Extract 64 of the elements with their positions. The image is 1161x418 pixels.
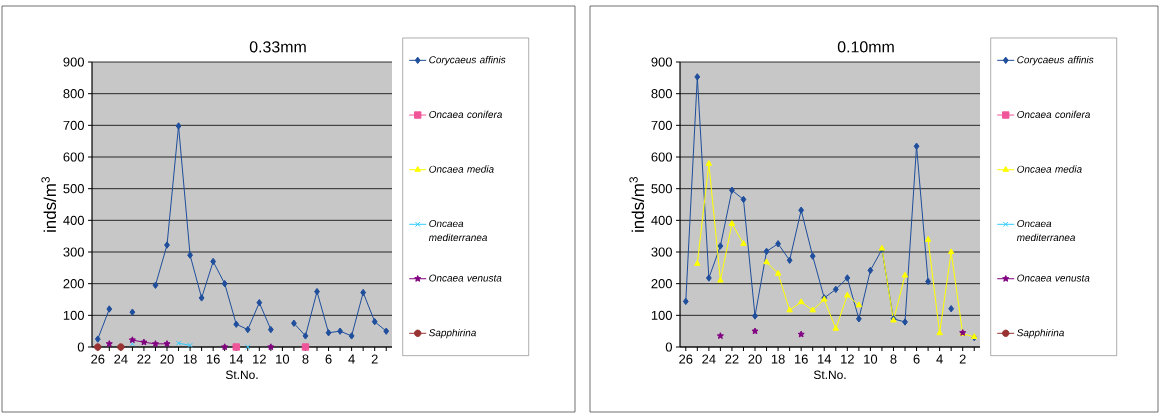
y-tick-label: 400 <box>651 215 672 225</box>
x-tick-label: 24 <box>114 354 128 364</box>
y-tick-label: 600 <box>63 152 84 162</box>
x-tick-label: 8 <box>890 354 897 364</box>
x-tick-label: 20 <box>748 354 762 364</box>
x-tick-label: 22 <box>137 354 151 364</box>
y-tick-label: 800 <box>651 89 672 99</box>
legend-label: Oncaea media <box>1017 165 1082 173</box>
x-tick-label: 10 <box>864 354 878 364</box>
legend-label: Oncaea venusta <box>429 274 502 282</box>
x-tick-label: 26 <box>91 354 105 364</box>
x-tick-label: 12 <box>841 354 854 364</box>
y-axis-title: inds/m$^{3}$ <box>41 177 57 232</box>
legend-label: Oncaea venusta <box>1017 274 1090 282</box>
legend-label: Oncaea mediterranea <box>428 220 488 242</box>
x-tick-label: 10 <box>276 354 290 364</box>
y-tick-label: 100 <box>651 310 672 320</box>
x-tick-label: 16 <box>206 354 220 364</box>
y-tick-label: 0 <box>665 342 672 352</box>
y-tick-label: 900 <box>651 57 672 67</box>
x-axis-title: St.No. <box>225 370 258 379</box>
x-tick-label: 4 <box>936 354 943 364</box>
y-tick-label: 800 <box>63 89 84 99</box>
x-tick-label: 16 <box>794 354 808 364</box>
y-tick-label: 500 <box>63 184 84 194</box>
x-tick-label: 22 <box>725 354 739 364</box>
x-tick-label: 12 <box>253 354 266 364</box>
y-tick-label: 500 <box>651 184 672 194</box>
y-tick-label: 100 <box>63 310 84 320</box>
x-tick-label: 14 <box>818 354 832 364</box>
x-tick-label: 26 <box>679 354 693 364</box>
x-tick-label: 18 <box>771 354 785 364</box>
y-tick-label: 300 <box>63 247 84 257</box>
y-tick-label: 600 <box>651 152 672 162</box>
y-tick-label: 700 <box>63 120 84 130</box>
legend-label: Sapphirina <box>1017 328 1064 339</box>
y-tick-label: 900 <box>63 57 84 67</box>
chart-title: 0.10mm <box>837 41 894 53</box>
x-tick-label: 8 <box>302 354 309 364</box>
x-tick-label: 6 <box>913 354 920 364</box>
y-axis-title: inds/m$^{3}$ <box>629 177 645 232</box>
x-tick-label: 20 <box>160 354 174 364</box>
x-tick-label: 2 <box>959 354 966 364</box>
chart-title: 0.33mm <box>249 41 306 53</box>
legend-label: Oncaea conifera <box>1017 110 1091 118</box>
legend-label: Corycaeus affinis <box>429 55 506 66</box>
x-tick-label: 4 <box>348 354 355 364</box>
y-tick-label: 700 <box>651 120 672 130</box>
legend-label: Oncaea mediterranea <box>1016 220 1076 242</box>
x-tick-label: 18 <box>183 354 197 364</box>
y-tick-label: 400 <box>63 215 84 225</box>
y-tick-label: 200 <box>63 279 84 289</box>
legend-label: Oncaea conifera <box>429 110 503 118</box>
x-tick-label: 14 <box>230 354 244 364</box>
legend-label: Corycaeus affinis <box>1017 55 1094 66</box>
x-axis-title: St.No. <box>813 370 846 379</box>
y-tick-label: 300 <box>651 247 672 257</box>
x-tick-label: 24 <box>702 354 716 364</box>
legend-label: Oncaea media <box>429 165 494 173</box>
y-tick-label: 0 <box>77 342 84 352</box>
legend-label: Sapphirina <box>428 328 476 339</box>
x-tick-label: 2 <box>371 354 378 364</box>
y-tick-label: 200 <box>651 279 672 289</box>
x-tick-label: 6 <box>325 354 332 364</box>
